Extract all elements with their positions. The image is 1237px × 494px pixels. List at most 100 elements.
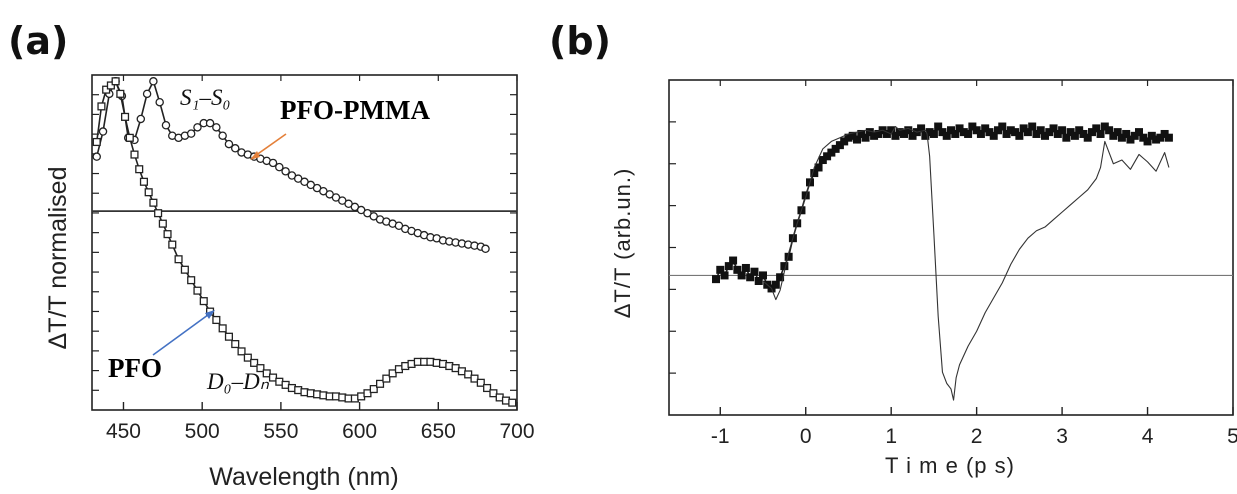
- data-point: [1130, 131, 1139, 140]
- axis-ticks-b: [669, 80, 1234, 415]
- data-point: [476, 378, 485, 387]
- data-point: [212, 315, 221, 325]
- data-point: [1126, 135, 1135, 144]
- data-point: [1156, 133, 1165, 142]
- data-point: [1164, 133, 1173, 142]
- data-point: [154, 209, 163, 218]
- x-tick-label-b: 5: [1227, 425, 1237, 448]
- data-point: [149, 77, 158, 86]
- data-point: [121, 112, 130, 121]
- data-point: [938, 128, 947, 137]
- data-point: [1002, 129, 1011, 138]
- data-point: [97, 102, 106, 111]
- data-point: [382, 374, 391, 383]
- data-point: [212, 123, 221, 132]
- data-point: [1092, 124, 1101, 133]
- data-point: [168, 240, 177, 249]
- data-point: [1147, 131, 1156, 140]
- data-point: [1015, 131, 1024, 140]
- data-point: [1032, 129, 1041, 138]
- data-point: [776, 273, 785, 282]
- tick-labels-b: -1 0 1 2 3 4 5: [711, 425, 1237, 448]
- data-point: [483, 383, 492, 393]
- x-axis-title-a: Wavelength (nm): [209, 463, 398, 491]
- data-point: [186, 129, 196, 138]
- data-point: [716, 265, 725, 274]
- data-point: [1096, 129, 1105, 138]
- data-point: [111, 77, 120, 86]
- data-point: [750, 267, 759, 276]
- data-point: [835, 141, 844, 150]
- data-point: [908, 131, 917, 140]
- data-point: [1083, 133, 1092, 142]
- data-point: [1066, 128, 1075, 137]
- annotation-s1-s0: S₁–S₀: [180, 85, 231, 110]
- x-tick-label-a: 450: [106, 420, 141, 443]
- data-point: [163, 230, 172, 239]
- data-point: [729, 256, 738, 265]
- panel-label-a: (a): [8, 19, 68, 63]
- data-point: [149, 198, 158, 207]
- data-point: [998, 122, 1007, 131]
- data-point: [136, 114, 146, 124]
- data-point: [759, 271, 767, 280]
- data-point: [754, 277, 763, 285]
- data-point: [224, 332, 233, 341]
- data-point: [1152, 135, 1161, 144]
- data-point: [712, 275, 720, 284]
- data-point: [193, 123, 202, 132]
- data-point: [1117, 133, 1126, 142]
- data-point: [771, 280, 780, 289]
- data-point: [464, 370, 473, 379]
- data-point: [882, 129, 891, 138]
- data-point: [848, 131, 857, 140]
- data-point: [746, 273, 755, 282]
- data-point: [158, 219, 167, 228]
- data-point: [230, 144, 240, 153]
- data-point: [831, 144, 840, 153]
- data-point: [1105, 126, 1114, 135]
- data-point: [250, 358, 259, 367]
- arrow-head-pfo: [205, 310, 215, 319]
- data-point: [1041, 131, 1049, 140]
- data-point: [1143, 137, 1152, 146]
- data-point: [262, 369, 271, 378]
- series-group-b: [712, 122, 1173, 401]
- data-point: [275, 162, 284, 172]
- data-point: [955, 124, 964, 133]
- data-point: [1019, 124, 1028, 133]
- data-point: [376, 379, 385, 388]
- y-axis-title-a: ΔT/T normalised: [44, 167, 72, 350]
- data-point: [929, 129, 938, 138]
- data-point: [947, 126, 955, 135]
- data-point: [891, 131, 900, 140]
- data-point: [870, 131, 879, 140]
- data-point: [720, 271, 729, 280]
- data-point: [994, 126, 1002, 135]
- tick-labels-a: 450 500 550 600 650 700: [106, 420, 535, 443]
- data-point: [972, 126, 981, 135]
- data-point: [135, 165, 144, 174]
- data-point: [205, 118, 215, 128]
- data-point: [116, 89, 125, 98]
- data-point: [256, 364, 265, 373]
- data-point: [92, 152, 101, 161]
- series-line-b-1: [762, 125, 1170, 401]
- data-point: [737, 271, 746, 280]
- data-point: [1088, 128, 1096, 137]
- annotation-pfo-pmma: PFO-PMMA: [280, 95, 430, 125]
- data-point: [818, 156, 827, 165]
- data-point: [917, 124, 926, 133]
- data-point: [865, 128, 874, 137]
- data-point: [724, 262, 733, 271]
- data-point: [1075, 126, 1084, 135]
- data-point: [840, 137, 849, 146]
- data-point: [237, 347, 246, 356]
- data-point: [780, 262, 789, 271]
- data-point: [1045, 128, 1054, 137]
- data-point: [139, 177, 148, 186]
- data-point: [1011, 128, 1020, 137]
- data-point: [895, 128, 904, 137]
- x-tick-label-b: 3: [1056, 425, 1068, 448]
- data-point: [921, 131, 930, 140]
